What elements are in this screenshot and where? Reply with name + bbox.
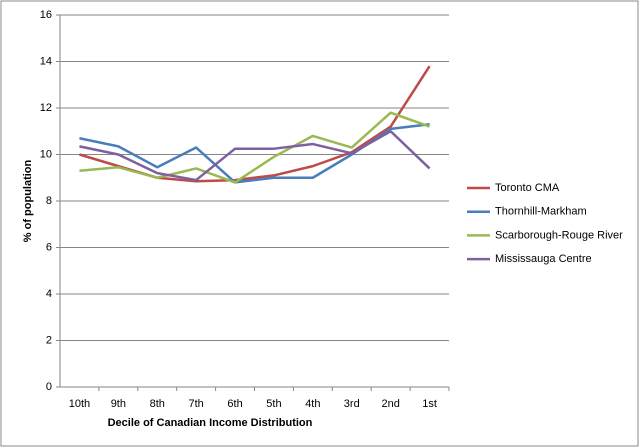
x-tick-label: 6th	[227, 398, 242, 410]
y-tick-label: 8	[46, 195, 52, 207]
legend-label: Scarborough-Rouge River	[495, 229, 623, 241]
legend-label: Mississauga Centre	[495, 253, 592, 265]
x-tick-label: 5th	[266, 398, 281, 410]
y-tick-label: 4	[46, 288, 52, 300]
legend-label: Thornhill-Markham	[495, 206, 587, 218]
x-tick-label: 1st	[422, 398, 437, 410]
y-tick-label: 12	[40, 102, 52, 114]
y-tick-label: 6	[46, 241, 52, 253]
x-tick-label: 9th	[111, 398, 126, 410]
x-tick-label: 2nd	[381, 398, 399, 410]
x-tick-label: 4th	[305, 398, 320, 410]
y-tick-label: 2	[46, 334, 52, 346]
x-axis-label: Decile of Canadian Income Distribution	[108, 417, 313, 429]
series-line	[79, 130, 431, 182]
series-line	[79, 111, 430, 184]
y-tick-label: 14	[40, 55, 52, 67]
x-tick-label: 3rd	[344, 398, 360, 410]
legend-label: Toronto CMA	[495, 182, 560, 194]
y-tick-label: 16	[40, 9, 52, 21]
x-tick-label: 10th	[69, 398, 90, 410]
y-axis-label: % of population	[22, 159, 34, 242]
y-tick-label: 10	[40, 148, 52, 160]
x-tick-label: 8th	[150, 398, 165, 410]
y-tick-label: 0	[46, 381, 52, 393]
x-tick-label: 7th	[189, 398, 204, 410]
